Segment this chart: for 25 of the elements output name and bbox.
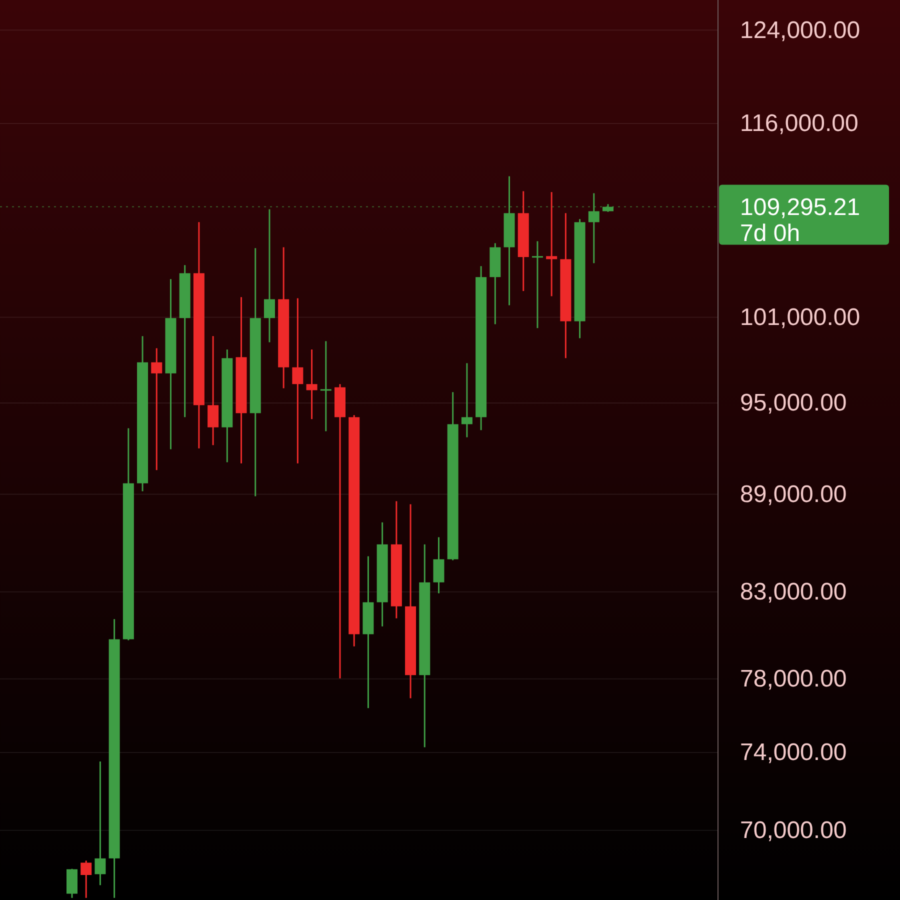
y-tick-label: 70,000.00 bbox=[740, 817, 847, 844]
candlestick bbox=[461, 362, 472, 438]
candlestick bbox=[208, 335, 219, 446]
candlestick bbox=[532, 240, 543, 329]
ref-line-label: 109,295.21 bbox=[740, 194, 860, 221]
y-tick-label: 78,000.00 bbox=[740, 666, 847, 693]
candlestick bbox=[306, 348, 318, 420]
candlestick bbox=[320, 340, 332, 432]
y-tick-label: 124,000.00 bbox=[740, 16, 860, 44]
candlestick bbox=[94, 760, 106, 886]
candlestick bbox=[264, 208, 275, 344]
candlestick bbox=[588, 192, 600, 264]
text: 7d 0h bbox=[740, 220, 800, 247]
candlestick bbox=[292, 298, 304, 464]
y-tick-label: 95,000.00 bbox=[740, 390, 847, 417]
candlestick bbox=[80, 860, 92, 899]
candlestick bbox=[546, 191, 558, 297]
candlestick bbox=[151, 347, 162, 471]
y-tick-label: 116,000.00 bbox=[740, 110, 858, 138]
y-tick-label: 83,000.00 bbox=[740, 578, 847, 606]
candlestick bbox=[433, 536, 444, 594]
candlestick bbox=[334, 383, 346, 680]
y-tick-label: 101,000.00 bbox=[740, 304, 860, 331]
y-tick-label: 89,000.00 bbox=[740, 480, 847, 508]
y-tick-label: 74,000.00 bbox=[740, 739, 847, 766]
